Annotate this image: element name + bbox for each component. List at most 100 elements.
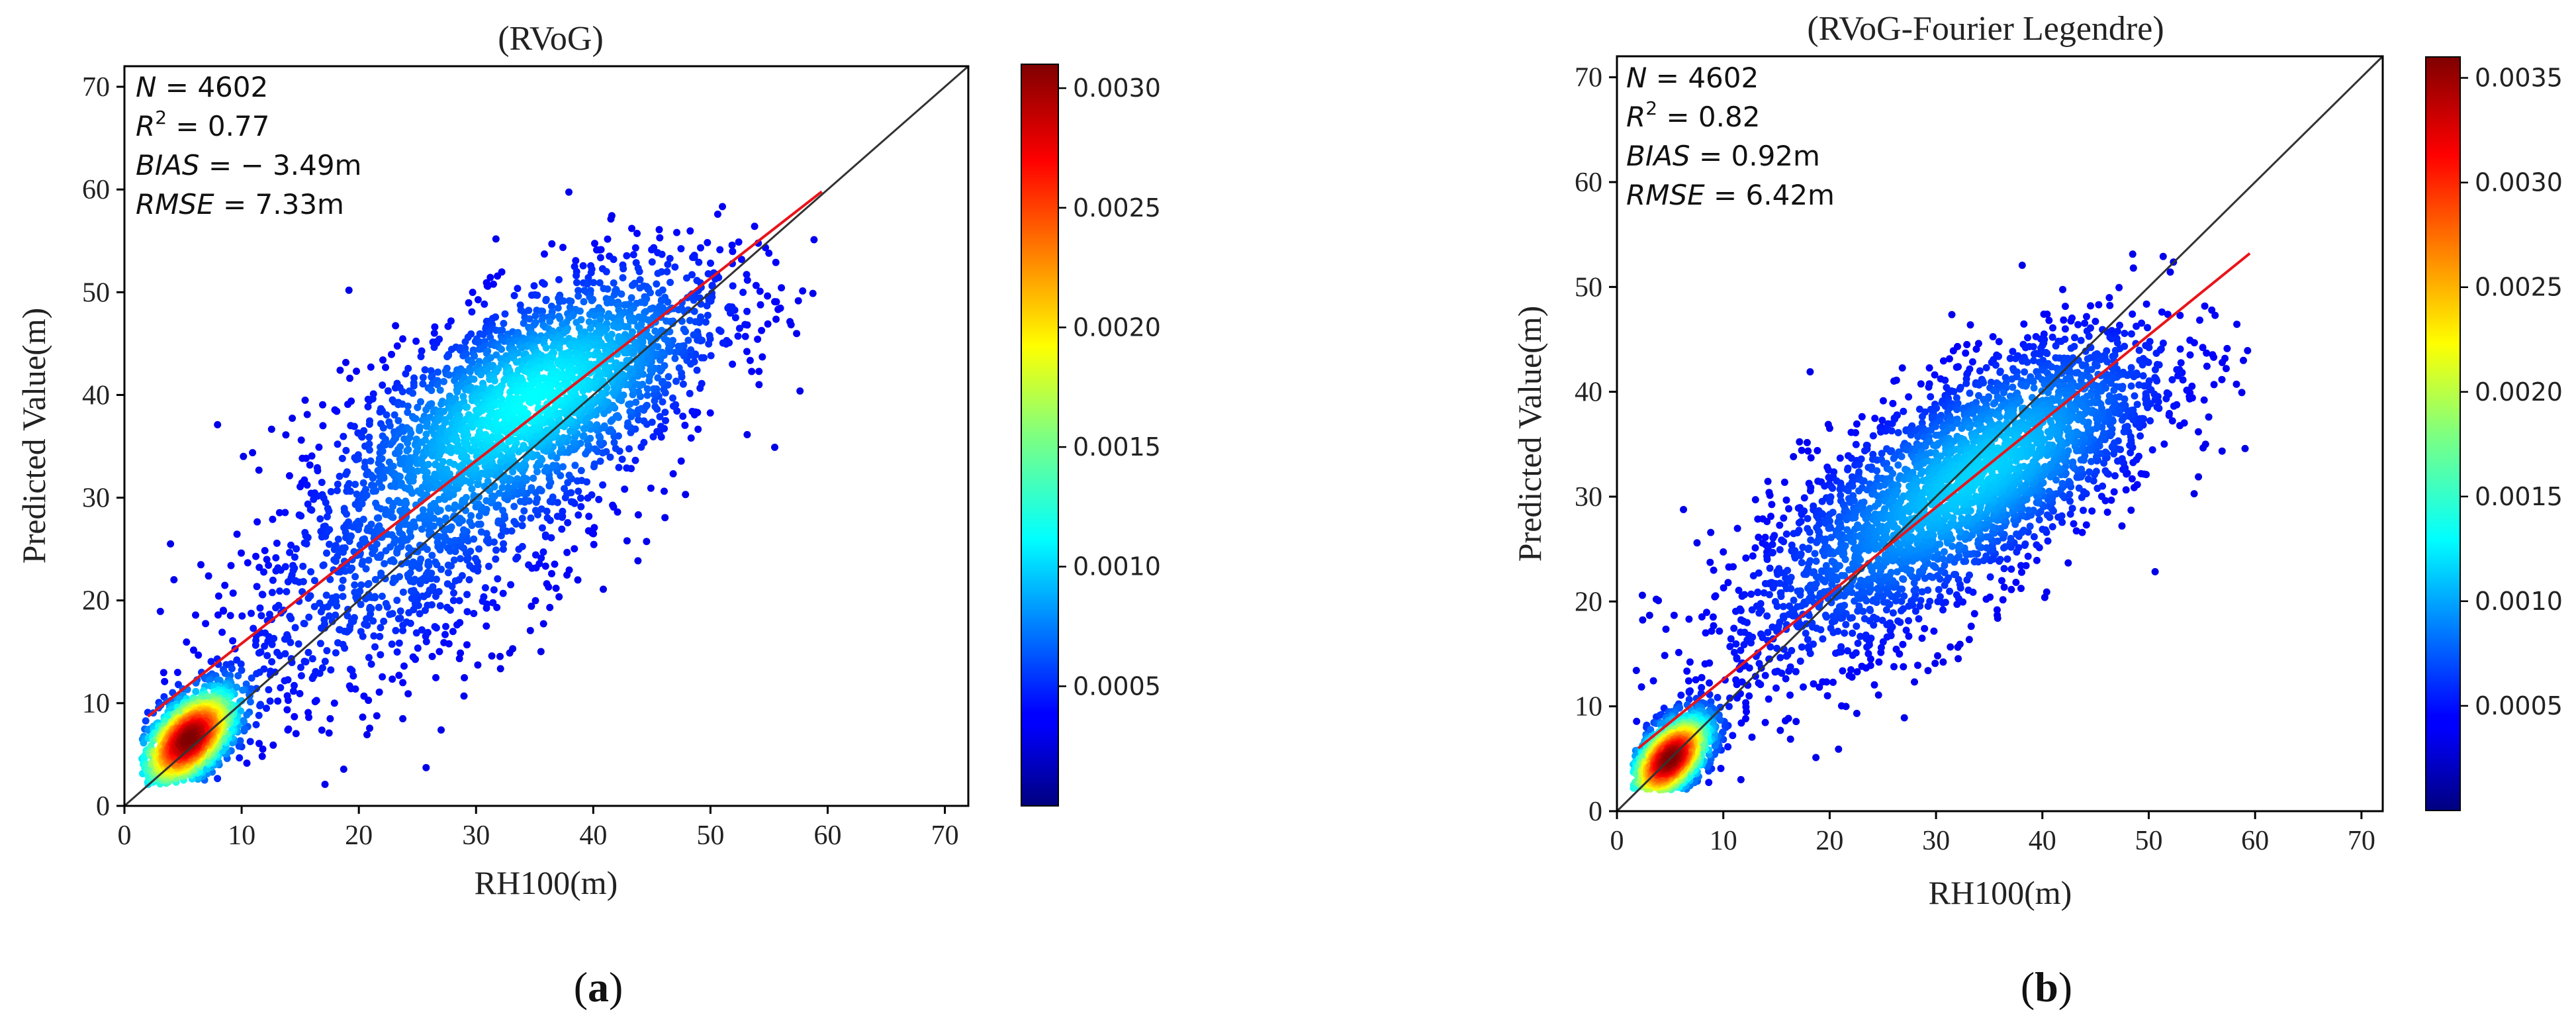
panel-a-scatter-point bbox=[602, 268, 610, 275]
panel-b-scatter-point bbox=[2232, 380, 2240, 388]
panel-b-scatter-point bbox=[1745, 664, 1753, 672]
panel-b-scatter-point bbox=[2201, 302, 2209, 310]
panel-a-scatter-point bbox=[559, 363, 566, 371]
panel-b-scatter-point bbox=[1710, 566, 1718, 574]
panel-a-scatter-point bbox=[471, 555, 479, 563]
panel-b-scatter-point bbox=[2033, 556, 2041, 564]
panel-a-scatter-point bbox=[667, 279, 674, 286]
panel-a-scatter-point bbox=[395, 671, 403, 679]
panel-a-scatter-point bbox=[377, 551, 385, 559]
panel-b-scatter-point bbox=[1839, 667, 1847, 675]
panel-b-scatter-point bbox=[1737, 719, 1745, 727]
panel-b-scatter-point bbox=[2097, 493, 2105, 501]
panel-a-scatter-point bbox=[238, 612, 246, 620]
panel-a-scatter-point bbox=[465, 576, 473, 583]
panel-a-scatter-point bbox=[402, 370, 410, 377]
panel-b-scatter-point bbox=[2129, 250, 2137, 258]
panel-b-scatter-point bbox=[1998, 577, 2005, 585]
panel-a-scatter-point bbox=[421, 366, 429, 373]
panel-a-scatter-point bbox=[444, 569, 452, 577]
panel-b-scatter-point bbox=[1945, 355, 1953, 363]
panel-b-scatter-point bbox=[1709, 613, 1717, 621]
panel-b-scatter-point bbox=[1939, 658, 1947, 666]
panel-a-scatter-point bbox=[197, 561, 205, 569]
panel-a-scatter-point bbox=[443, 466, 451, 473]
panel-b-scatter-point bbox=[2200, 396, 2208, 404]
panel-a-scatter-point bbox=[604, 285, 612, 293]
panel-b-scatter-point bbox=[2070, 520, 2078, 528]
panel-a-scatter-point bbox=[470, 375, 478, 383]
panel-a-scatter-point bbox=[654, 270, 662, 277]
panel-a-scatter-point bbox=[287, 615, 295, 622]
panel-a-scatter-point bbox=[308, 452, 316, 460]
panel-a-scatter-point bbox=[350, 422, 358, 430]
panel-a-scatter-point bbox=[365, 654, 373, 662]
panel-b-scatter-point bbox=[1931, 660, 1939, 667]
panel-a-scatter-point bbox=[698, 354, 706, 362]
panel-a-scatter-point bbox=[440, 377, 447, 385]
panel-a-scatter-point bbox=[416, 426, 424, 434]
panel-a-scatter-point bbox=[432, 673, 439, 681]
panel-b-scatter-point bbox=[2190, 490, 2198, 498]
panel-a-scatter-point bbox=[258, 752, 266, 760]
panel-b-scatter-point bbox=[1825, 424, 1833, 432]
panel-b-scatter-point bbox=[2067, 317, 2075, 325]
panel-a-scatter-point bbox=[396, 607, 404, 615]
panel-b-scatter-point bbox=[1698, 673, 1706, 681]
panel-b-scatter-point bbox=[1968, 358, 1976, 366]
panel-a-scatter-point bbox=[276, 587, 283, 595]
panel-a-scatter-point bbox=[404, 446, 412, 454]
panel-a-scatter-point bbox=[414, 403, 422, 411]
panel-a-scatter-point bbox=[618, 456, 626, 464]
panel-a-scatter-point bbox=[428, 400, 436, 408]
panel-a-scatter-point bbox=[214, 420, 222, 428]
panel-a-scatter-point bbox=[494, 575, 502, 583]
panel-b-scatter-point bbox=[2129, 459, 2137, 466]
panel-b-scatter-point bbox=[2223, 365, 2230, 373]
panel-b-scatter-point bbox=[2137, 469, 2145, 477]
panel-a-scatter-point bbox=[683, 274, 690, 282]
panel-a-scatter-point bbox=[496, 652, 504, 660]
panel-a-scatter-point bbox=[634, 511, 642, 518]
panel-a-scatter-point bbox=[265, 562, 273, 569]
panel-b-scatter-point bbox=[1814, 447, 1821, 454]
panel-a-scatter-point bbox=[583, 280, 591, 288]
panel-b-scatter-point bbox=[2176, 422, 2184, 430]
panel-a-scatter-point bbox=[236, 737, 244, 745]
panel-a-xtick-label: 10 bbox=[228, 820, 255, 851]
panel-a-scatter-point bbox=[218, 628, 226, 636]
panel-b-scatter-point bbox=[1741, 591, 1749, 599]
panel-a-scatter-point bbox=[378, 455, 386, 463]
panel-a-scatter-point bbox=[547, 303, 555, 310]
panel-a-scatter-point bbox=[655, 289, 663, 297]
panel-a-scatter-point bbox=[365, 433, 373, 441]
panel-a-scatter-point bbox=[434, 381, 441, 389]
panel-a-scatter-point bbox=[595, 495, 603, 503]
panel-a-scatter-point bbox=[238, 666, 246, 674]
panel-a-scatter-point bbox=[326, 540, 333, 548]
panel-a-scatter-point bbox=[301, 396, 309, 404]
panel-a-scatter-point bbox=[275, 509, 283, 516]
panel-b-scatter-point bbox=[2240, 356, 2247, 364]
panel-b-scatter-point bbox=[1776, 521, 1784, 529]
panel-b-scatter-point bbox=[1947, 643, 1955, 651]
panel-a-scatter-point bbox=[295, 640, 302, 648]
panel-b-scatter-point bbox=[2158, 308, 2166, 316]
panel-b-scatter-point bbox=[2119, 466, 2127, 473]
panel-a-scatter-point bbox=[687, 351, 694, 359]
panel-b-scatter-point bbox=[2160, 440, 2168, 448]
panel-a-scatter-point bbox=[325, 612, 333, 620]
panel-a-scatter-point bbox=[477, 528, 485, 536]
panel-b-scatter-point bbox=[2233, 320, 2241, 328]
panel-b-scatter-point bbox=[2045, 317, 2053, 324]
panel-b-scatter-point bbox=[1786, 735, 1794, 743]
panel-b-scatter-point bbox=[2244, 347, 2252, 354]
panel-a-scatter-point bbox=[248, 674, 255, 682]
panel-a-scatter-point bbox=[428, 387, 436, 395]
panel-a-scatter-point bbox=[576, 307, 584, 315]
panel-a-xtick-label: 0 bbox=[118, 820, 132, 851]
panel-b-scatter-point bbox=[1966, 321, 1974, 329]
panel-a-scatter-point bbox=[429, 583, 437, 591]
panel-a-scatter-point bbox=[486, 273, 494, 281]
